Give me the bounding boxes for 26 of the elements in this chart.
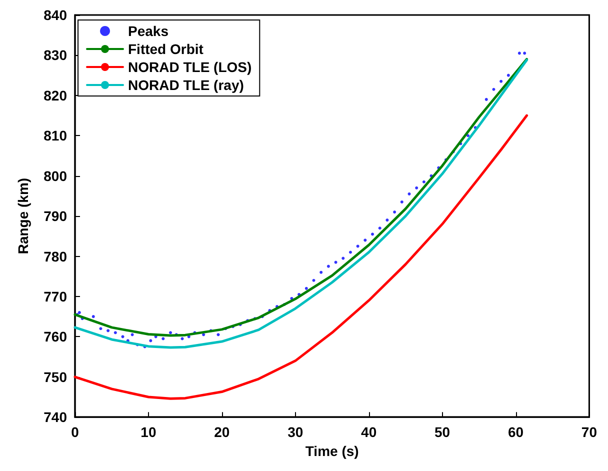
y-tick-label: 760: [44, 328, 68, 345]
legend-label: Peaks: [128, 23, 169, 39]
y-tick-label: 780: [44, 248, 68, 264]
x-axis-title: Time (s): [305, 443, 359, 459]
x-tick-label: 20: [214, 424, 230, 440]
legend-label: NORAD TLE (LOS): [128, 59, 252, 75]
y-tick-label: 770: [44, 288, 68, 304]
y-axis-title: Range (km): [15, 178, 31, 254]
x-tick-label: 0: [71, 424, 80, 440]
legend-label: NORAD TLE (ray): [128, 77, 244, 93]
legend-label: Fitted Orbit: [128, 41, 204, 57]
x-tick-label: 30: [288, 424, 304, 440]
y-tick-label: 810: [44, 128, 68, 144]
y-tick-label: 820: [44, 87, 68, 104]
y-tick-label: 830: [44, 47, 68, 64]
y-tick-label: 740: [44, 409, 68, 426]
x-tick-label: 50: [434, 424, 450, 440]
y-tick-label: 800: [44, 168, 68, 184]
line-series: [74, 114, 528, 400]
y-tick-label: 840: [44, 7, 68, 23]
y-tick-label: 790: [44, 208, 68, 224]
x-tick-label: 10: [140, 424, 156, 440]
x-tick-label: 70: [581, 424, 598, 440]
x-tick-label: 40: [361, 424, 377, 440]
x-tick-label: 60: [508, 424, 524, 440]
y-tick-label: 750: [44, 368, 68, 385]
